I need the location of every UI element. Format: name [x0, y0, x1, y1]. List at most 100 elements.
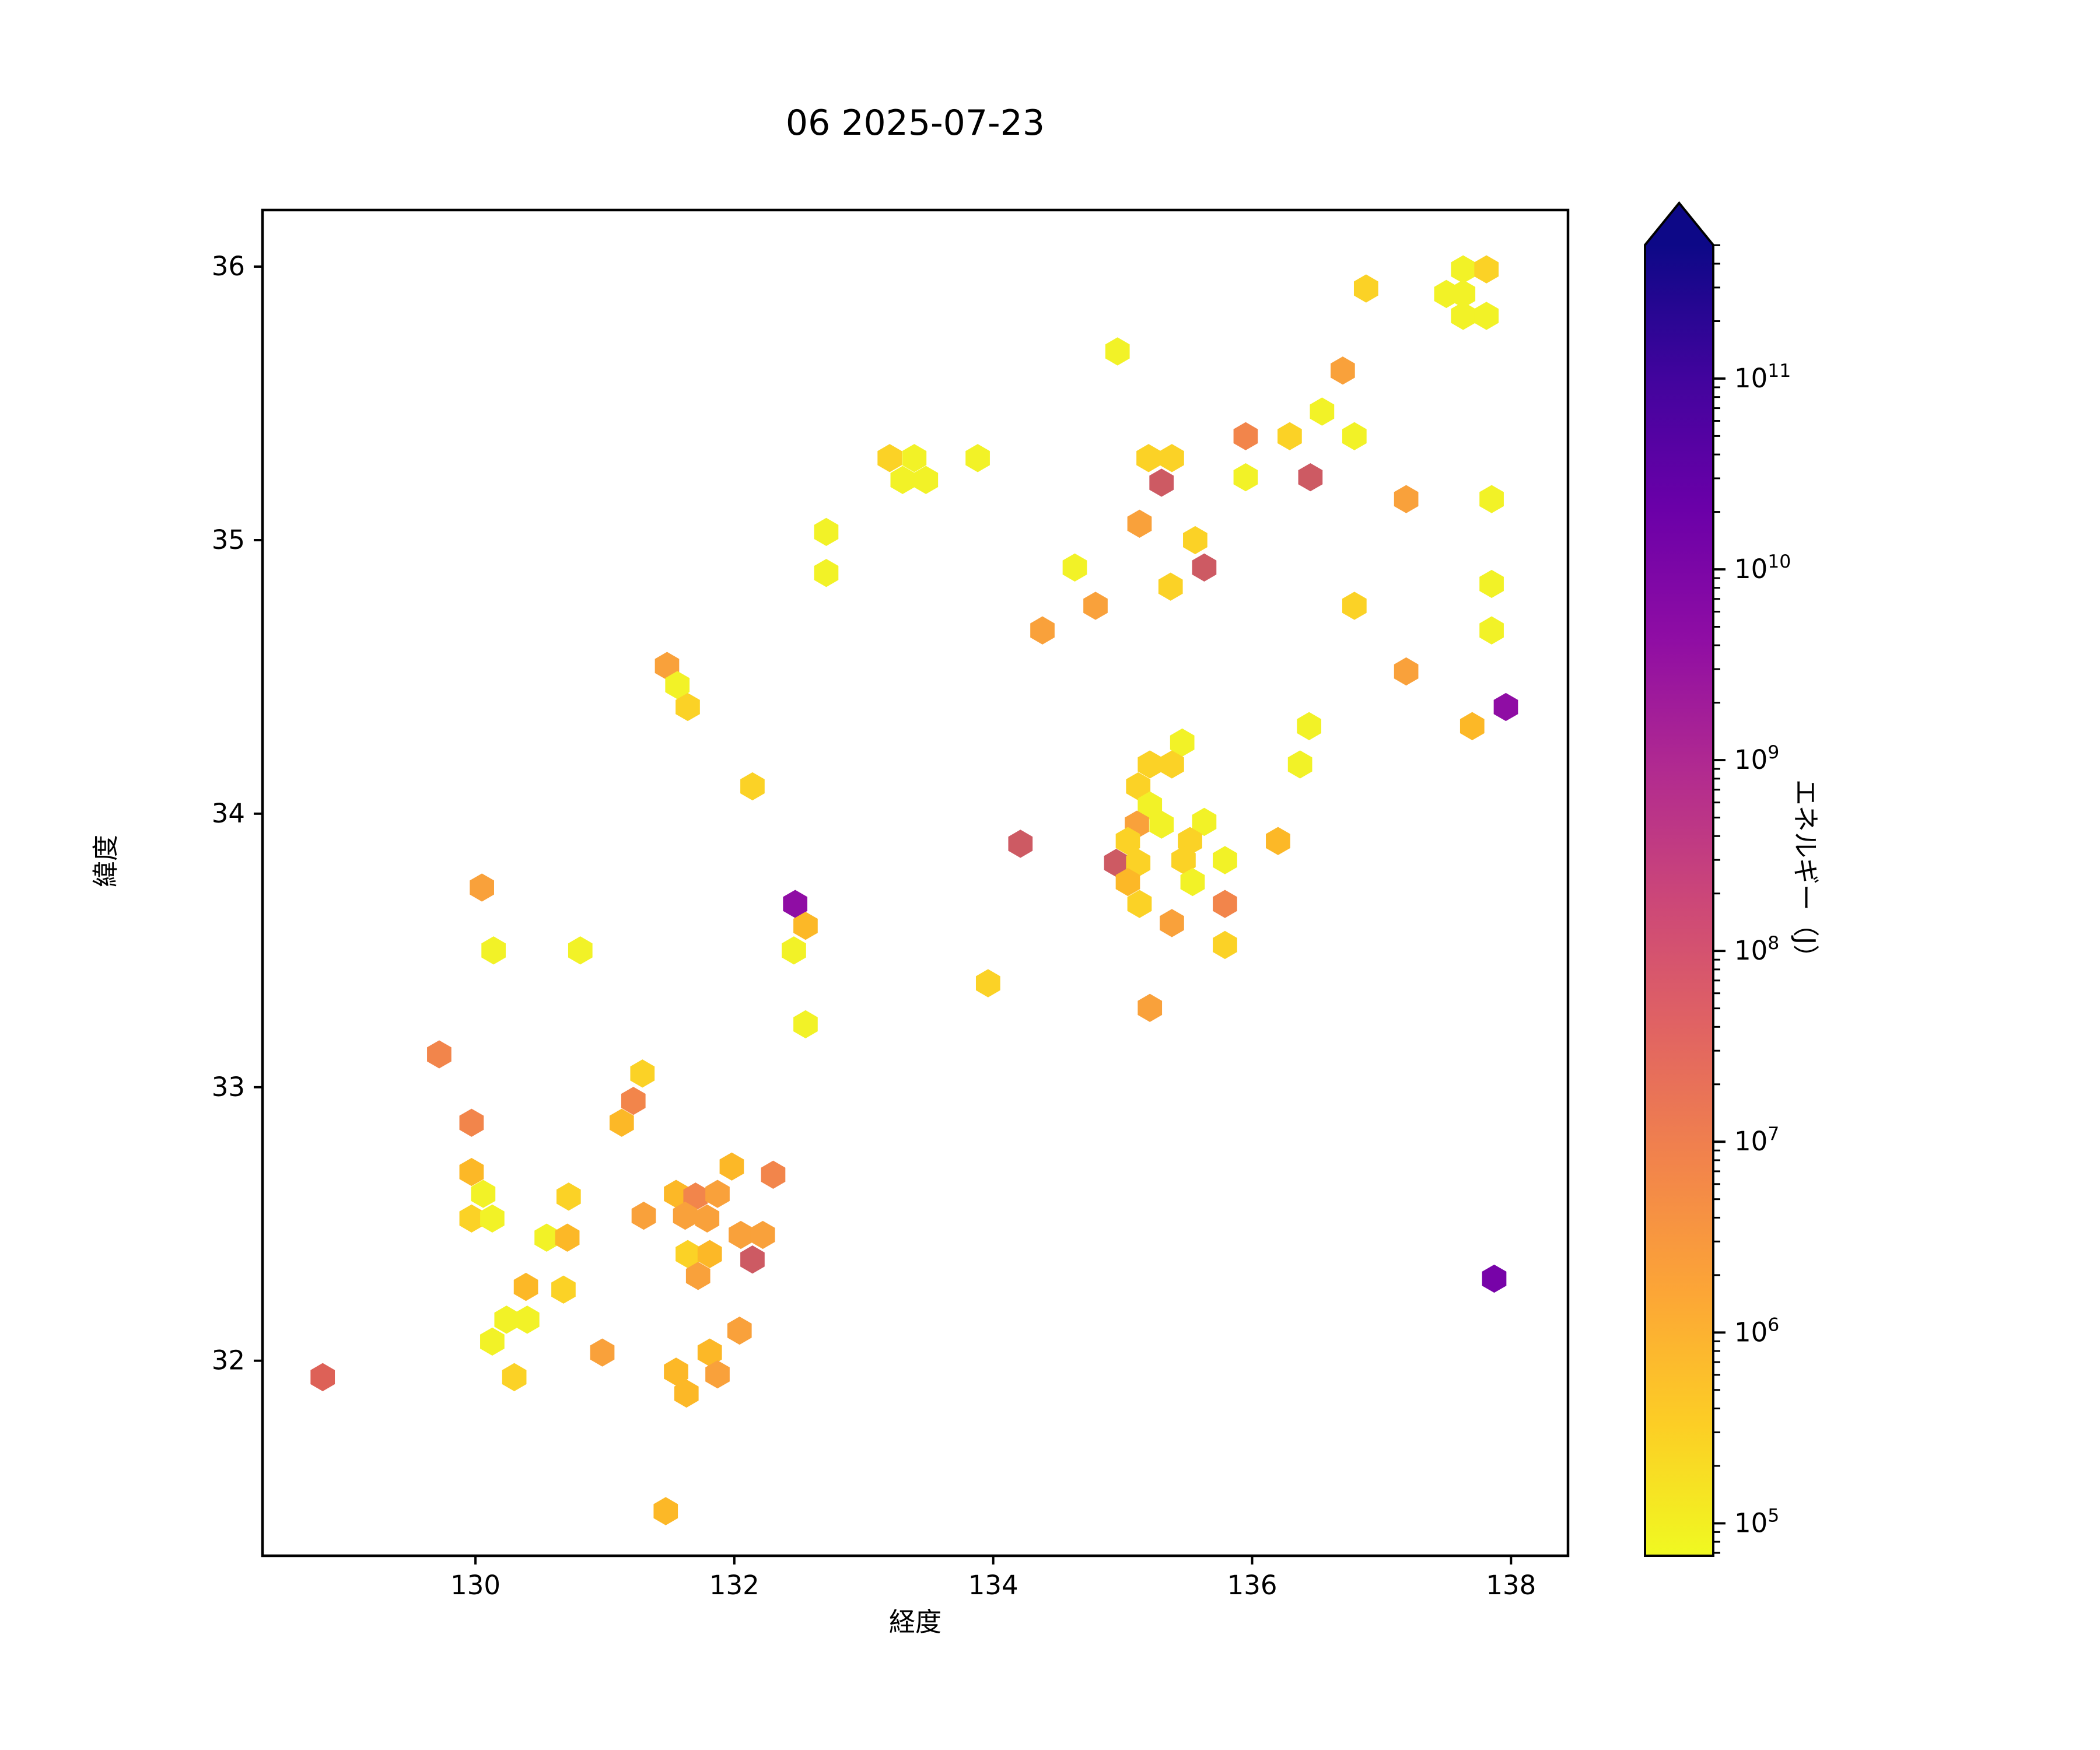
hexbin-cell: [782, 936, 806, 965]
hexbin-cell: [1149, 810, 1174, 839]
y-axis-label: 緯度: [90, 835, 122, 888]
hexbin-cell: [1160, 750, 1184, 779]
hexbin-cell: [480, 1204, 505, 1233]
hexbin-cell: [793, 911, 818, 940]
colorbar-bar: [1645, 245, 1713, 1556]
hexbin-cell: [1126, 849, 1151, 877]
hexbin-cell: [697, 1240, 722, 1268]
hexbin-cell: [1160, 444, 1184, 473]
colorbar-tick-label: 107: [1734, 1124, 1779, 1157]
hexbin-cell: [683, 1182, 708, 1211]
hexbin-cell: [1171, 846, 1196, 874]
hexbin-cell: [1278, 422, 1302, 450]
hexbin-cell: [705, 1180, 730, 1208]
hexbin-cell: [1138, 993, 1163, 1022]
x-tick-label: 130: [450, 1570, 501, 1601]
hexbin-cell: [965, 444, 990, 473]
y-tick-label: 33: [212, 1072, 245, 1102]
hexbin-cell: [590, 1338, 615, 1367]
hexbin-cell: [459, 1108, 484, 1137]
hexbin-cell: [1008, 830, 1033, 858]
colorbar-extend-arrow-icon: [1645, 203, 1713, 245]
hexbin-cell: [1460, 712, 1485, 740]
y-tick-label: 36: [212, 251, 245, 282]
hexbin-cell: [551, 1275, 576, 1304]
hexbin-cell: [719, 1152, 744, 1181]
hexbin-cell: [1482, 1264, 1507, 1293]
hexbin-cell: [1479, 485, 1504, 513]
axes-frame: [261, 208, 1570, 1558]
hexbin-cell: [1213, 846, 1237, 874]
hexbin-cell: [1192, 807, 1217, 836]
y-tick-label: 35: [212, 524, 245, 555]
colorbar-tick-label: 1010: [1734, 551, 1791, 584]
hexbin-cell: [1192, 553, 1217, 582]
hexbin-cell: [673, 1202, 698, 1230]
hexbin-cell: [459, 1204, 484, 1233]
hexbin-cell: [1287, 750, 1312, 779]
hexbin-cell: [502, 1363, 527, 1391]
hexbin-cell: [630, 1059, 655, 1088]
hexbin-cell: [814, 559, 839, 587]
hexbin-cell: [568, 936, 593, 965]
hexbin-cell: [1310, 397, 1335, 426]
hexbin-cell: [1493, 692, 1518, 722]
hexbin-cell: [1342, 592, 1367, 620]
hexbin-cell: [556, 1182, 581, 1211]
hexbin-cell: [1266, 827, 1290, 855]
hexbin-cell: [1474, 255, 1499, 284]
hexbin-cell: [1127, 509, 1152, 538]
hexbin-cell: [513, 1272, 538, 1301]
hexbin-cell: [1394, 657, 1419, 686]
hexbin-cell: [697, 1338, 722, 1367]
hexbin-cell: [1233, 463, 1258, 492]
hexbin-cell: [1180, 867, 1205, 897]
colorbar-label: エネルギー（J）: [1789, 779, 1821, 971]
hexbin-cell: [427, 1040, 452, 1069]
hexbin-cell: [480, 1327, 505, 1356]
hexbin-cell: [1353, 274, 1378, 303]
hexbin-cell: [1451, 255, 1476, 284]
hexbin-cell: [674, 1379, 699, 1408]
hexbin-cell: [1331, 356, 1355, 385]
hexbin-cell: [1479, 569, 1504, 598]
hexbin-cell: [1030, 616, 1055, 645]
colorbar-tick-label: 106: [1734, 1314, 1779, 1348]
hexbin-cell: [481, 936, 506, 965]
hexbin-cell: [1104, 849, 1129, 877]
y-tick-label: 32: [212, 1345, 245, 1376]
hexbin-cell: [877, 444, 902, 473]
colorbar-tick-label: 105: [1734, 1505, 1779, 1538]
hexbin-cell: [1136, 444, 1161, 473]
hexbin-cell: [1298, 463, 1323, 492]
colorbar-tick-label: 108: [1734, 933, 1779, 966]
hexbin-cell: [975, 969, 1000, 998]
hexbin-cell: [514, 1306, 540, 1334]
hexbin-cell: [1342, 422, 1367, 450]
hexbin-cell: [1126, 772, 1151, 801]
hexbin-cell: [740, 772, 765, 801]
hexbin-cell: [750, 1220, 775, 1250]
hexbin-cell: [1183, 526, 1208, 555]
hexbin-cell: [494, 1306, 519, 1334]
hexbin-cell: [685, 1262, 710, 1290]
hexbin-cell: [1149, 468, 1174, 497]
hexbin-cell: [1115, 867, 1140, 897]
hexbin-cell: [676, 1240, 700, 1268]
hexbin-cell: [621, 1087, 646, 1115]
hexbin-cell: [793, 1010, 818, 1039]
hexbin-cell: [1138, 750, 1163, 779]
hexbin-cell: [1213, 930, 1237, 960]
hexbin-cell: [665, 671, 690, 699]
hexbin-cell: [1062, 553, 1087, 582]
hexbin-cell: [1451, 302, 1476, 330]
hexbin-cell: [695, 1204, 720, 1233]
hexbin-cell: [740, 1245, 765, 1274]
hexbin-cell: [914, 466, 939, 494]
hexbin-cell: [664, 1357, 688, 1386]
x-tick-label: 138: [1486, 1570, 1536, 1601]
hexbin-cell: [1474, 302, 1499, 330]
hexbin-cell: [727, 1316, 752, 1345]
